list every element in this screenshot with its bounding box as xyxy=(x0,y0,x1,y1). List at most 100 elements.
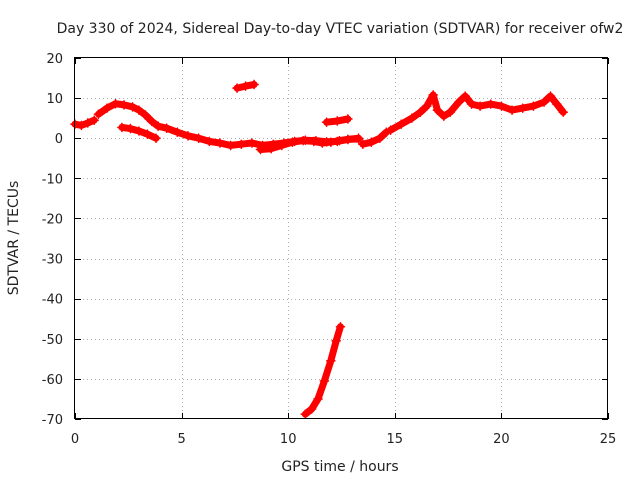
data-point xyxy=(396,119,406,129)
data-point xyxy=(313,394,323,404)
data-point xyxy=(225,140,236,151)
data-point xyxy=(432,105,443,115)
data-point xyxy=(89,115,99,125)
data-point xyxy=(428,90,438,100)
data-point xyxy=(460,91,470,101)
data-point xyxy=(331,335,341,346)
x-tick-label: 25 xyxy=(600,432,617,447)
data-point xyxy=(528,101,539,111)
data-point xyxy=(326,137,336,148)
data-point xyxy=(266,143,276,154)
data-point xyxy=(140,110,151,120)
data-point xyxy=(366,137,377,148)
data-point xyxy=(507,105,517,115)
data-point xyxy=(343,134,353,145)
series-seg-h xyxy=(385,90,569,135)
data-point xyxy=(475,101,485,111)
series-band xyxy=(359,128,390,148)
data-point xyxy=(421,101,432,111)
series-band xyxy=(387,91,567,134)
data-point xyxy=(134,105,144,115)
data-point xyxy=(439,111,449,121)
series-seg-c xyxy=(117,122,161,144)
data-point xyxy=(545,91,556,101)
data-point xyxy=(375,133,385,144)
data-point xyxy=(125,123,136,134)
data-point xyxy=(119,100,129,110)
data-point xyxy=(358,139,368,150)
x-tick-label: 15 xyxy=(387,432,404,447)
data-point xyxy=(326,356,336,366)
chart-title: Day 330 of 2024, Sidereal Day-to-day VTE… xyxy=(57,21,624,37)
y-tick-label: -10 xyxy=(42,172,63,187)
y-tick-label: 10 xyxy=(46,92,63,107)
data-point xyxy=(298,135,308,146)
data-point xyxy=(319,376,330,386)
data-point xyxy=(353,133,364,144)
data-point xyxy=(453,97,464,107)
data-point xyxy=(236,139,247,150)
y-tick-label: 0 xyxy=(55,132,63,147)
series-seg-f xyxy=(321,114,353,127)
data-point xyxy=(146,116,157,127)
data-point xyxy=(385,125,396,135)
data-point xyxy=(255,144,266,155)
data-point xyxy=(204,136,215,147)
data-point xyxy=(93,109,104,119)
data-point xyxy=(249,79,259,90)
data-point xyxy=(539,97,549,107)
plot-frame xyxy=(74,57,608,419)
y-tick-label: -60 xyxy=(42,373,63,388)
x-tick-label: 20 xyxy=(493,432,510,447)
data-point xyxy=(134,126,144,136)
grid xyxy=(75,58,608,419)
data-point xyxy=(407,113,417,123)
data-point xyxy=(247,138,257,148)
data-point xyxy=(232,83,242,93)
tick-labels: 0 5 10 15 20 25 20 10 0 -10 -20 -30 -40 -50 -60 -70 xyxy=(42,52,617,447)
y-axis-label: SDTVAR / TECUs xyxy=(6,181,22,296)
data-point xyxy=(82,118,93,128)
data-point xyxy=(151,133,161,144)
data-point xyxy=(496,101,507,111)
data-point xyxy=(466,99,477,109)
data-point xyxy=(321,117,332,127)
data-point xyxy=(117,122,127,133)
data-point xyxy=(102,103,112,113)
data-point xyxy=(306,404,317,414)
data-point xyxy=(142,129,153,140)
data-point xyxy=(172,127,183,138)
data-point xyxy=(215,138,225,148)
y-tick-label: -70 xyxy=(42,413,63,428)
x-tick-label: 5 xyxy=(177,432,185,447)
data-point xyxy=(153,121,163,131)
data-series xyxy=(70,79,569,419)
series-seg-d xyxy=(232,79,259,93)
data-point xyxy=(240,81,251,91)
data-point xyxy=(335,321,346,332)
data-point xyxy=(334,135,345,146)
data-point xyxy=(183,131,193,141)
x-tick-label: 10 xyxy=(280,432,297,447)
data-point xyxy=(415,107,426,117)
series-seg-e xyxy=(255,133,364,155)
data-point xyxy=(558,107,569,117)
data-point xyxy=(552,99,562,109)
data-point xyxy=(277,140,287,151)
series-seg-i xyxy=(300,321,346,419)
data-point xyxy=(287,137,298,148)
y-tick-label: -40 xyxy=(42,293,63,308)
y-tick-label: -50 xyxy=(42,333,63,348)
data-point xyxy=(343,114,353,124)
x-axis-label: GPS time / hours xyxy=(281,459,398,475)
data-point xyxy=(127,102,138,112)
data-point xyxy=(317,138,328,148)
data-point xyxy=(308,136,319,147)
y-tick-label: 20 xyxy=(46,52,63,67)
data-point xyxy=(300,409,311,419)
data-point xyxy=(517,103,528,113)
data-point xyxy=(445,107,456,117)
data-point xyxy=(76,120,87,131)
